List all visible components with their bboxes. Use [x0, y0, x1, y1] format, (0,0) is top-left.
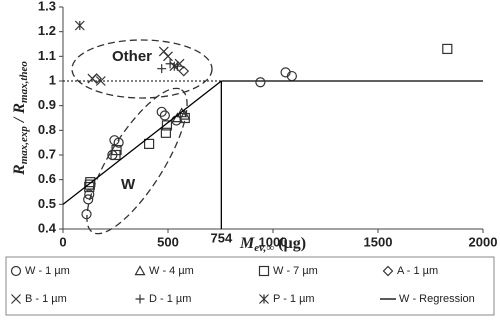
- point: [113, 137, 124, 148]
- other-ellipse: [71, 39, 213, 99]
- point: [179, 112, 190, 124]
- y-tick-label: 0.5: [38, 196, 56, 211]
- legend-label: W - 1 µm: [25, 265, 70, 277]
- y-axis-label: Rmax,exp / Rmax,theo: [11, 61, 30, 176]
- legend-label: D - 1 µm: [149, 293, 191, 305]
- regression-line: [62, 80, 222, 205]
- y-tick-label: 1.1: [38, 48, 56, 63]
- legend-swatch: [11, 294, 21, 304]
- y-tick-label: 1.2: [38, 23, 56, 38]
- point: [179, 109, 191, 120]
- y-tick-label: 0.9: [38, 97, 56, 112]
- legend-item: D - 1 µm: [135, 293, 191, 305]
- x-tick-label: 2000: [469, 234, 498, 249]
- w-ellipse: [86, 87, 188, 235]
- legend-item: A - 1 µm: [382, 265, 438, 277]
- y-tick-label: 0.8: [38, 122, 56, 137]
- y-tick-label: 0.4: [38, 220, 57, 235]
- annotation: Other: [112, 48, 152, 65]
- legend-swatch: [10, 265, 22, 277]
- x-tick-label: 1000: [259, 234, 288, 249]
- point: [161, 120, 173, 131]
- legend-item: W - 1 µm: [10, 265, 70, 277]
- legend-swatch: [258, 265, 270, 277]
- point: [74, 20, 85, 31]
- legend-swatch: [135, 294, 145, 304]
- threshold-label: 754: [210, 230, 232, 245]
- point: [156, 106, 167, 117]
- legend-label: A - 1 µm: [397, 265, 438, 277]
- legend-label: P - 1 µm: [273, 293, 315, 305]
- point: [87, 73, 98, 84]
- point: [159, 110, 170, 121]
- x-tick-label: 500: [157, 234, 179, 249]
- point: [255, 77, 266, 88]
- point: [157, 64, 167, 74]
- point: [84, 189, 95, 200]
- legend-label: W - Regression: [399, 293, 475, 305]
- y-tick-label: 1.3: [38, 0, 56, 13]
- y-tick-label: 0.7: [38, 146, 56, 161]
- legend-item: B - 1 µm: [11, 293, 67, 305]
- legend-item: W - 7 µm: [258, 265, 318, 277]
- point: [165, 59, 175, 69]
- point: [160, 127, 171, 138]
- annotation: W: [121, 176, 136, 193]
- legend-item: W - Regression: [380, 293, 475, 305]
- y-tick-label: 1: [49, 72, 56, 87]
- point: [81, 209, 92, 220]
- legend-swatch: [382, 265, 394, 277]
- legend-box: [5, 256, 495, 316]
- point: [286, 70, 297, 82]
- legend-label: B - 1 µm: [25, 293, 67, 305]
- point: [85, 177, 96, 188]
- point: [163, 51, 173, 62]
- point: [111, 144, 122, 156]
- y-tick-label: 0.6: [38, 171, 56, 186]
- legend-item: W - 4 µm: [134, 265, 194, 277]
- point: [442, 43, 453, 55]
- point: [169, 61, 180, 72]
- legend-label: W - 7 µm: [273, 265, 318, 277]
- legend-swatch: [259, 294, 269, 304]
- point: [144, 138, 155, 149]
- legend-item: P - 1 µm: [259, 293, 315, 305]
- point: [83, 194, 94, 205]
- point: [178, 65, 190, 77]
- legend-label: W - 4 µm: [149, 265, 194, 277]
- x-axis-label: Mev,∞ (µg): [239, 235, 306, 254]
- x-tick-label: 1500: [364, 234, 393, 249]
- legend-swatch: [134, 265, 146, 276]
- point: [95, 76, 106, 86]
- x-tick-label: 0: [59, 234, 66, 249]
- point: [176, 107, 188, 118]
